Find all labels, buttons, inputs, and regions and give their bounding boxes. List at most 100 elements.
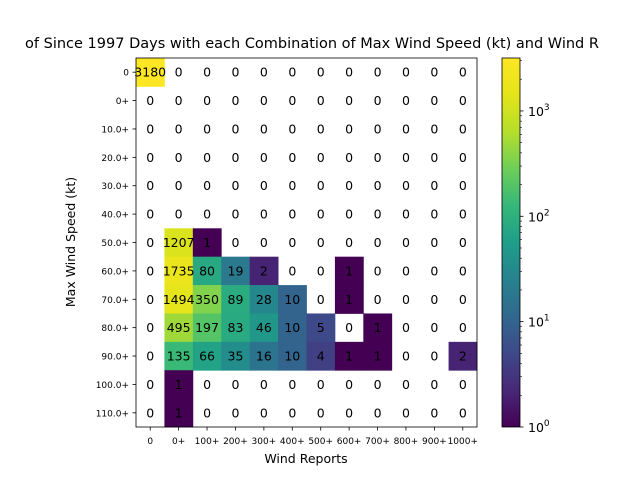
cell-value: 0 bbox=[175, 178, 183, 193]
cell-value: 0 bbox=[231, 235, 239, 250]
heatmap-cell bbox=[249, 256, 279, 286]
cell-value: 0 bbox=[374, 292, 382, 307]
cell-value: 2 bbox=[260, 263, 268, 278]
cell-value: 16 bbox=[256, 349, 272, 364]
cell-value: 0 bbox=[402, 292, 410, 307]
cell-value: 0 bbox=[146, 93, 154, 108]
heatmap-cell bbox=[221, 341, 251, 371]
cell-value: 1 bbox=[345, 263, 353, 278]
y-tick-label: 0 bbox=[123, 69, 129, 79]
cell-value: 0 bbox=[402, 121, 410, 136]
cell-value: 0 bbox=[231, 121, 239, 136]
y-axis-ticks: 0 0+ 10.0+ 20.0+ 30.0+ 40.0+ 50.0+ 60.0+ 70.0+ 80… bbox=[96, 69, 136, 419]
colorbar bbox=[501, 57, 521, 428]
cell-value: 0 bbox=[203, 93, 211, 108]
cell-value: 0 bbox=[430, 178, 438, 193]
cell-value: 0 bbox=[203, 65, 211, 80]
cell-value: 0 bbox=[317, 377, 325, 392]
cell-value: 0 bbox=[345, 93, 353, 108]
y-tick-label: 40.0+ bbox=[101, 211, 129, 221]
cell-value: 46 bbox=[256, 320, 272, 335]
heatmap-cell bbox=[221, 285, 251, 314]
cell-value: 0 bbox=[146, 263, 154, 278]
y-tick-label: 70.0+ bbox=[101, 296, 129, 306]
cell-value: 0 bbox=[146, 178, 154, 193]
cell-value: 0 bbox=[260, 377, 268, 392]
x-tick-label: 300+ bbox=[252, 437, 277, 447]
heatmap-cell bbox=[363, 341, 393, 371]
cell-value: 0 bbox=[146, 320, 154, 335]
colorbar-tick-label: 100 bbox=[528, 419, 550, 435]
cell-value: 1 bbox=[175, 405, 183, 420]
cell-value: 0 bbox=[459, 178, 467, 193]
cell-value: 4 bbox=[317, 349, 325, 364]
cell-value: 0 bbox=[146, 405, 154, 420]
cell-value: 10 bbox=[284, 320, 300, 335]
cell-value: 0 bbox=[402, 320, 410, 335]
cell-value: 0 bbox=[146, 349, 154, 364]
cell-value: 0 bbox=[260, 65, 268, 80]
cell-value: 3180 bbox=[134, 65, 166, 80]
cell-value: 0 bbox=[430, 150, 438, 165]
cell-value: 1 bbox=[374, 320, 382, 335]
cell-value: 0 bbox=[402, 178, 410, 193]
colorbar-tick-label: 102 bbox=[528, 208, 550, 224]
cell-value: 0 bbox=[402, 65, 410, 80]
cell-value: 0 bbox=[345, 121, 353, 136]
y-tick-label: 110.0+ bbox=[96, 409, 129, 419]
cell-value: 28 bbox=[256, 292, 272, 307]
cell-value: 0 bbox=[231, 377, 239, 392]
heatmap-cell bbox=[192, 228, 222, 258]
heatmap-cell bbox=[278, 313, 307, 343]
cell-value: 0 bbox=[203, 178, 211, 193]
x-tick-label: 400+ bbox=[280, 437, 305, 447]
heatmap-cell bbox=[136, 58, 165, 87]
y-tick-label: 30.0+ bbox=[101, 182, 129, 192]
heatmap-cell bbox=[249, 341, 279, 371]
cell-value: 0 bbox=[146, 150, 154, 165]
cell-value: 0 bbox=[345, 207, 353, 222]
cell-value: 0 bbox=[317, 65, 325, 80]
cell-value: 0 bbox=[288, 235, 296, 250]
cell-value: 0 bbox=[231, 65, 239, 80]
cell-value: 0 bbox=[345, 150, 353, 165]
cell-value: 0 bbox=[402, 377, 410, 392]
cell-value: 0 bbox=[260, 178, 268, 193]
cell-value: 80 bbox=[199, 263, 215, 278]
cell-value: 0 bbox=[231, 178, 239, 193]
cell-value: 1735 bbox=[163, 263, 195, 278]
cell-value: 0 bbox=[402, 263, 410, 278]
heatmap-cell bbox=[249, 313, 279, 343]
cell-value: 0 bbox=[288, 207, 296, 222]
cell-value: 0 bbox=[317, 405, 325, 420]
heatmap-cell bbox=[192, 256, 222, 286]
cell-value: 0 bbox=[430, 65, 438, 80]
cell-value: 0 bbox=[203, 207, 211, 222]
y-tick-label: 60.0+ bbox=[101, 267, 129, 277]
cell-value: 0 bbox=[288, 178, 296, 193]
colorbar-tick-label: 101 bbox=[528, 314, 550, 330]
cell-value: 0 bbox=[317, 263, 325, 278]
cell-value: 0 bbox=[374, 207, 382, 222]
heatmap-cell bbox=[164, 398, 194, 428]
cell-value: 0 bbox=[288, 93, 296, 108]
cell-value: 0 bbox=[374, 93, 382, 108]
cell-value: 0 bbox=[146, 377, 154, 392]
cell-value: 0 bbox=[459, 235, 467, 250]
cell-value: 0 bbox=[203, 121, 211, 136]
cell-value: 0 bbox=[402, 150, 410, 165]
cell-value: 0 bbox=[459, 150, 467, 165]
heatmap-cell bbox=[249, 285, 279, 314]
heatmap-cell bbox=[164, 370, 194, 400]
cell-value: 0 bbox=[146, 207, 154, 222]
x-tick-label: 700+ bbox=[365, 437, 390, 447]
cell-value: 0 bbox=[430, 207, 438, 222]
heatmap-cell bbox=[192, 341, 222, 371]
cell-value: 35 bbox=[228, 349, 244, 364]
y-tick-label: 10.0+ bbox=[101, 125, 129, 135]
heatmap-cell bbox=[164, 341, 194, 371]
y-tick-label: 80.0+ bbox=[101, 324, 129, 334]
cell-value: 0 bbox=[374, 121, 382, 136]
cell-value: 0 bbox=[203, 405, 211, 420]
